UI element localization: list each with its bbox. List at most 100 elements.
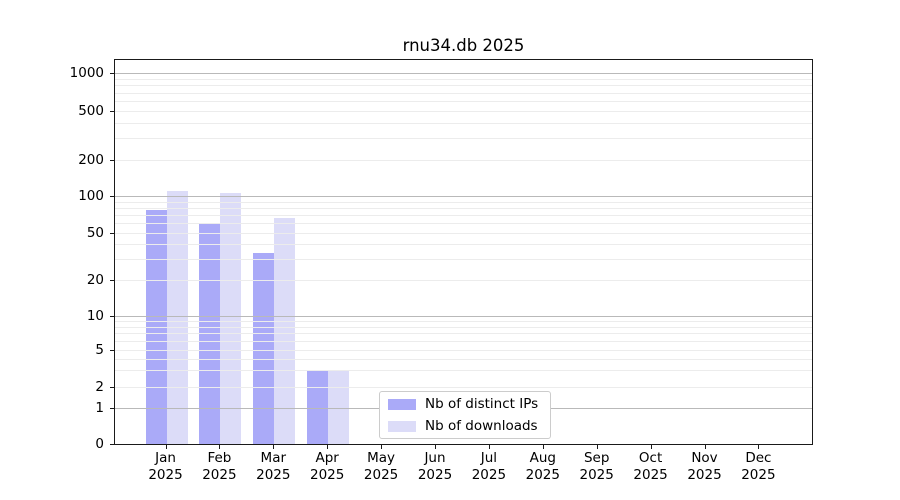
x-tick-label-oct-2025: Oct 2025 (619, 450, 683, 483)
bar-nb-of-downloads-apr-2025 (328, 370, 350, 444)
x-tick-label-may-2025: May 2025 (349, 450, 413, 483)
y-tick-mark (110, 350, 114, 351)
plot-area: Nb of distinct IPs Nb of downloads (114, 59, 813, 445)
chart-title: rnu34.db 2025 (402, 36, 525, 55)
x-tick-label-line: 2025 (256, 466, 291, 483)
bar-nb-of-distinct-ips-mar-2025 (253, 252, 275, 444)
x-tick-label-line: Nov (691, 450, 718, 466)
minor-gridline (115, 280, 812, 281)
major-gridline (115, 196, 812, 197)
y-tick-label: 5 (95, 342, 104, 358)
x-tick-label-apr-2025: Apr 2025 (295, 450, 359, 483)
y-tick-label: 2 (95, 378, 104, 395)
major-gridline (115, 73, 812, 74)
y-tick-mark (110, 443, 114, 445)
bar-nb-of-distinct-ips-apr-2025 (307, 370, 329, 444)
x-tick-label-dec-2025: Dec 2025 (726, 450, 790, 483)
legend-item-label: Nb of downloads (425, 418, 538, 434)
minor-gridline (115, 259, 812, 261)
x-tick-label-line: 2025 (525, 466, 560, 483)
legend-item-nb-of-downloads: Nb of downloads (380, 416, 550, 436)
x-tick-mark (273, 445, 275, 449)
legend-item-label: Nb of distinct IPs (425, 396, 539, 412)
x-tick-label-line: 2025 (417, 466, 453, 483)
x-tick-label-sep-2025: Sep 2025 (565, 450, 629, 483)
bar-nb-of-downloads-feb-2025 (220, 193, 242, 444)
y-tick-label: 200 (78, 152, 104, 168)
minor-gridline (115, 215, 812, 217)
y-tick-mark (110, 111, 114, 112)
legend-swatch-icon (388, 420, 416, 432)
x-tick-label-jun-2025: Jun 2025 (403, 450, 467, 483)
x-tick-label-mar-2025: Mar 2025 (241, 450, 305, 483)
legend-swatch-icon (388, 398, 416, 410)
minor-gridline (115, 244, 812, 246)
x-tick-label-line: 2025 (310, 466, 345, 483)
minor-gridline (115, 78, 812, 80)
x-tick-label-line: Jan (155, 450, 176, 466)
y-tick-mark (110, 280, 114, 281)
minor-gridline (115, 207, 812, 209)
x-tick-label-line: Apr (315, 450, 339, 466)
minor-gridline (115, 160, 812, 161)
minor-gridline (115, 333, 812, 335)
x-tick-label-feb-2025: Feb 2025 (187, 450, 251, 483)
y-tick-mark (110, 73, 114, 74)
bar-nb-of-downloads-jan-2025 (166, 191, 188, 444)
x-tick-label-line: 2025 (202, 466, 237, 483)
x-tick-mark (165, 445, 167, 449)
x-tick-label-line: Mar (260, 450, 287, 466)
y-tick-label: 100 (78, 188, 104, 204)
minor-gridline (115, 101, 812, 102)
y-tick-mark (110, 408, 114, 409)
x-tick-label-line: Jul (480, 450, 498, 466)
y-tick-label: 10 (86, 308, 104, 324)
minor-gridline (115, 138, 812, 140)
x-tick-label-line: 2025 (579, 466, 614, 483)
minor-gridline (115, 92, 812, 94)
x-tick-label-line: Aug (529, 450, 556, 466)
x-tick-mark (704, 445, 706, 449)
minor-gridline (115, 111, 812, 112)
x-tick-mark (542, 445, 544, 449)
x-tick-mark (327, 445, 329, 449)
minor-gridline (115, 122, 812, 124)
minor-gridline (115, 233, 812, 234)
x-tick-label-line: Sep (583, 450, 610, 466)
x-tick-label-line: May (367, 450, 396, 466)
x-tick-label-line: Oct (638, 450, 663, 466)
x-tick-label-line: Dec (745, 450, 772, 466)
minor-gridline (115, 341, 812, 343)
x-tick-label-line: Feb (207, 450, 232, 466)
minor-gridline (115, 321, 812, 323)
x-tick-label-nov-2025: Nov 2025 (673, 450, 737, 483)
y-tick-mark (110, 160, 114, 161)
minor-gridline (115, 85, 812, 87)
minor-gridline (115, 358, 812, 360)
x-tick-mark (650, 445, 652, 449)
x-tick-label-line: Jun (424, 450, 446, 466)
minor-gridline (115, 201, 812, 203)
x-tick-label-line: 2025 (741, 466, 776, 483)
x-tick-mark (381, 445, 383, 449)
x-tick-label-jan-2025: Jan 2025 (134, 450, 198, 483)
y-tick-mark (110, 196, 114, 197)
y-tick-mark (110, 316, 114, 317)
major-gridline (115, 316, 812, 317)
x-tick-mark (488, 445, 490, 449)
x-tick-label-jul-2025: Jul 2025 (457, 450, 521, 483)
bar-nb-of-downloads-mar-2025 (274, 218, 296, 444)
minor-gridline (115, 326, 812, 328)
y-tick-label: 1 (95, 400, 104, 416)
y-tick-label: 20 (86, 272, 104, 288)
x-tick-mark (435, 445, 436, 449)
x-tick-mark (596, 445, 598, 449)
y-tick-label: 500 (78, 103, 104, 119)
x-tick-mark (758, 445, 760, 449)
minor-gridline (115, 370, 812, 372)
y-tick-label: 1000 (69, 65, 104, 81)
y-tick-mark (110, 386, 114, 388)
x-tick-label-line: 2025 (471, 466, 507, 483)
legend-item-nb-of-distinct-ips: Nb of distinct IPs (380, 394, 550, 414)
